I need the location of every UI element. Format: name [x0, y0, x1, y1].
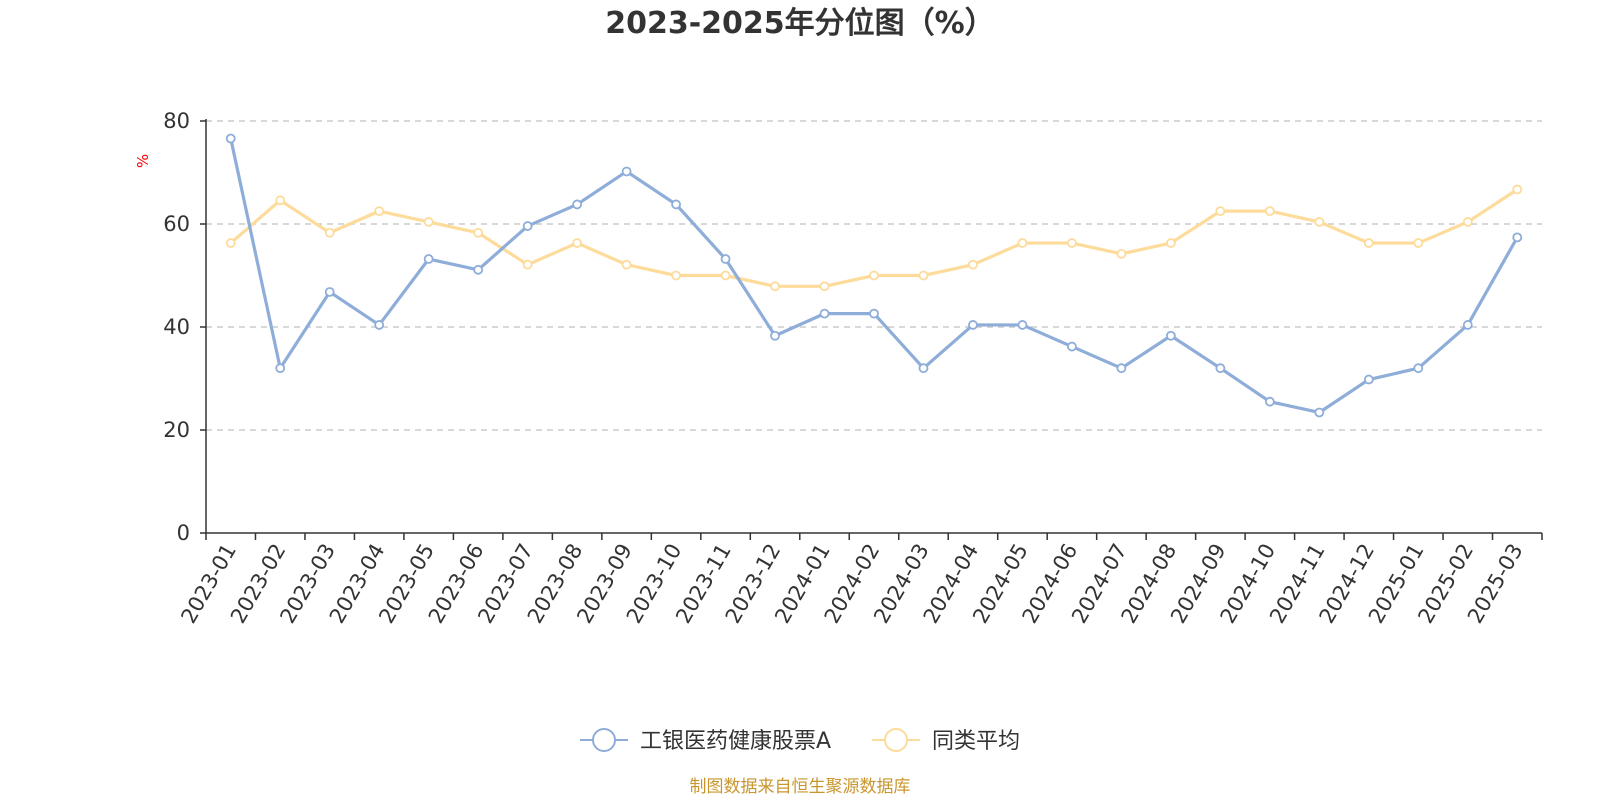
legend-item-1[interactable]: 同类平均: [872, 728, 1020, 754]
data-point[interactable]: [621, 259, 632, 270]
data-point[interactable]: [423, 217, 434, 227]
y-tick-label: 80: [163, 109, 190, 133]
y-tick-label: 20: [163, 418, 190, 442]
data-point[interactable]: [374, 320, 385, 330]
data-point[interactable]: [671, 199, 681, 210]
data-point[interactable]: [324, 287, 335, 297]
chart-title: 2023-2025年分位图（%）: [605, 6, 995, 41]
data-point[interactable]: [968, 259, 978, 270]
legend-circle-icon: [884, 728, 908, 752]
y-tick-label: 60: [163, 212, 190, 236]
data-point[interactable]: [819, 308, 830, 319]
data-point[interactable]: [1413, 238, 1424, 248]
data-point[interactable]: [324, 227, 335, 238]
axes: 0204060802023-012023-022023-032023-04202…: [163, 109, 1543, 627]
data-point[interactable]: [1462, 217, 1473, 227]
data-point[interactable]: [275, 363, 286, 374]
data-point[interactable]: [1017, 238, 1028, 248]
data-point[interactable]: [1314, 407, 1325, 418]
legend-label: 同类平均: [932, 729, 1020, 754]
data-point[interactable]: [1165, 330, 1176, 341]
data-point[interactable]: [374, 206, 385, 217]
data-point[interactable]: [225, 133, 236, 144]
series-lines: [225, 133, 1523, 418]
series-1: [225, 184, 1523, 292]
data-point[interactable]: [1512, 232, 1523, 243]
y-tick-label: 0: [177, 521, 190, 545]
data-point[interactable]: [869, 270, 879, 281]
data-point[interactable]: [473, 227, 484, 238]
data-point[interactable]: [869, 308, 879, 319]
data-point[interactable]: [1215, 206, 1226, 217]
data-point[interactable]: [770, 281, 780, 292]
data-point[interactable]: [968, 320, 978, 330]
legend-label: 工银医药健康股票A: [640, 729, 831, 754]
data-point[interactable]: [275, 195, 286, 206]
data-point[interactable]: [1512, 184, 1523, 195]
data-point[interactable]: [1116, 248, 1127, 259]
data-point[interactable]: [819, 281, 830, 292]
data-point[interactable]: [1165, 238, 1176, 248]
data-source-note: 制图数据来自恒生聚源数据库: [690, 777, 911, 797]
data-point[interactable]: [1067, 341, 1077, 352]
y-axis-unit-label: %: [134, 154, 152, 168]
data-point[interactable]: [225, 238, 236, 248]
data-point[interactable]: [1363, 238, 1374, 248]
data-point[interactable]: [572, 199, 583, 210]
data-point[interactable]: [1363, 374, 1374, 385]
data-point[interactable]: [1067, 238, 1077, 248]
data-point[interactable]: [1462, 320, 1473, 330]
data-point[interactable]: [720, 270, 731, 281]
data-point[interactable]: [522, 221, 533, 231]
data-point[interactable]: [1017, 320, 1028, 330]
data-point[interactable]: [918, 270, 929, 281]
data-point[interactable]: [423, 254, 434, 264]
data-point[interactable]: [1264, 206, 1275, 217]
legend[interactable]: 工银医药健康股票A 同类平均: [580, 728, 1020, 754]
data-point[interactable]: [473, 264, 484, 275]
data-point[interactable]: [572, 238, 583, 248]
legend-circle-icon: [592, 728, 616, 752]
y-tick-label: 40: [163, 315, 190, 339]
series-0: [225, 133, 1523, 418]
data-point[interactable]: [671, 270, 681, 281]
data-point[interactable]: [720, 254, 731, 264]
data-point[interactable]: [918, 363, 929, 374]
data-point[interactable]: [621, 166, 632, 177]
legend-item-0[interactable]: 工银医药健康股票A: [580, 728, 831, 754]
data-point[interactable]: [770, 330, 780, 341]
data-point[interactable]: [1116, 363, 1127, 374]
data-point[interactable]: [522, 259, 533, 270]
data-point[interactable]: [1215, 363, 1226, 374]
data-point[interactable]: [1413, 363, 1424, 374]
data-point[interactable]: [1264, 396, 1275, 407]
data-point[interactable]: [1314, 217, 1325, 227]
